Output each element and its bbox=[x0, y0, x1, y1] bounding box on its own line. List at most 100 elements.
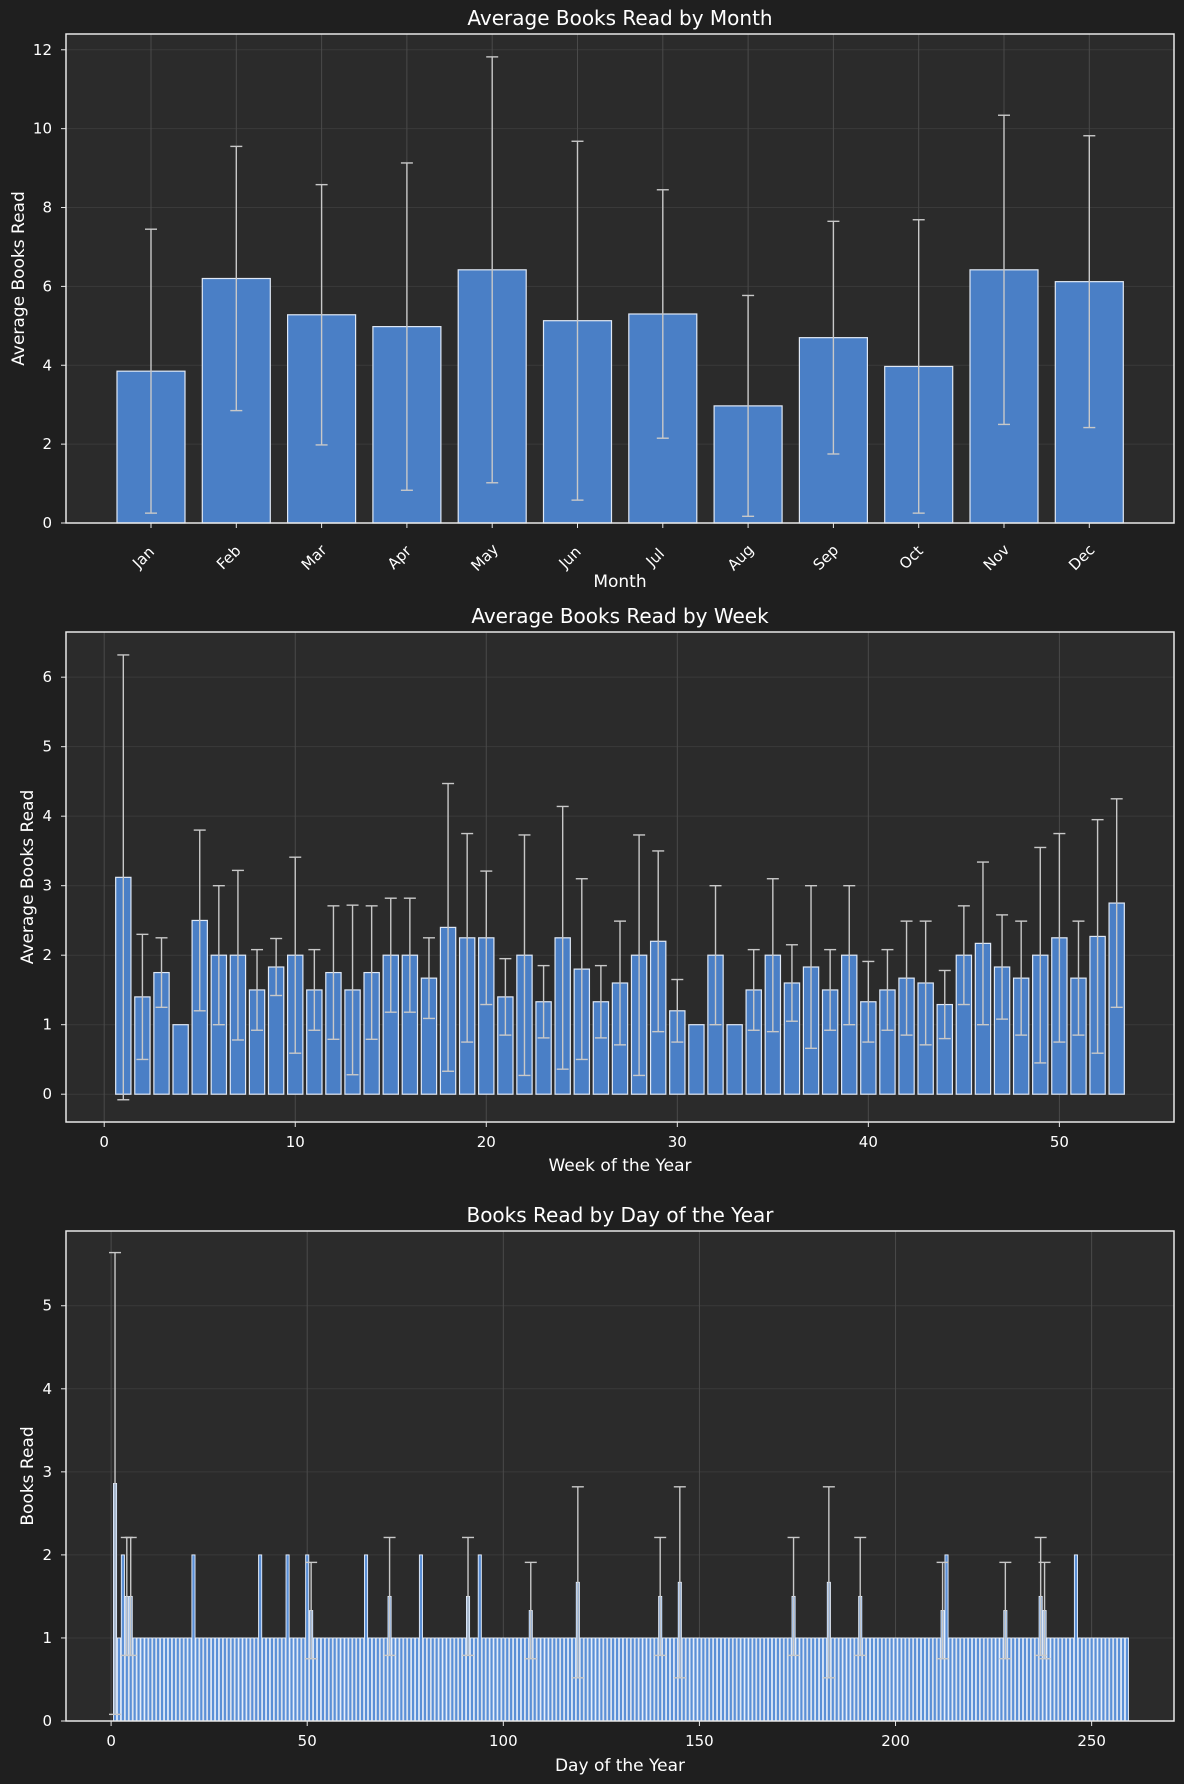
bar-day bbox=[869, 1637, 875, 1722]
bar-day bbox=[705, 1637, 710, 1722]
y-tick-label: 3 bbox=[42, 877, 52, 895]
bar-day bbox=[618, 1637, 623, 1722]
bar-day bbox=[163, 1637, 169, 1722]
bar-day bbox=[681, 1637, 686, 1722]
bar-day bbox=[1097, 1637, 1102, 1722]
bar-day bbox=[630, 1637, 635, 1722]
bar-day bbox=[693, 1637, 698, 1722]
y-tick-label: 2 bbox=[42, 1546, 52, 1564]
bar-day bbox=[893, 1637, 898, 1722]
bar-day bbox=[666, 1637, 671, 1722]
bar-day bbox=[1105, 1637, 1110, 1722]
bar-day bbox=[509, 1637, 514, 1722]
bar-day bbox=[650, 1637, 655, 1722]
bar-day bbox=[505, 1637, 510, 1722]
bar-day bbox=[340, 1637, 345, 1722]
plot-frame bbox=[65, 631, 1175, 1123]
bar-day bbox=[540, 1637, 545, 1722]
bar-day bbox=[1062, 1637, 1067, 1722]
y-axis-label: Average Books Read bbox=[9, 191, 29, 366]
bar-day bbox=[415, 1637, 420, 1722]
bar-day bbox=[611, 1637, 616, 1722]
bar-day bbox=[485, 1637, 490, 1722]
bar-day bbox=[579, 1637, 584, 1722]
bar-day bbox=[944, 1554, 949, 1722]
y-axis-label: Average Books Read bbox=[18, 790, 38, 965]
bar-day bbox=[289, 1637, 294, 1722]
y-tick-label: 12 bbox=[33, 41, 52, 59]
x-tick-label: Nov bbox=[980, 541, 1014, 575]
bar-day bbox=[238, 1637, 243, 1722]
bar-day bbox=[564, 1637, 569, 1722]
bar-day bbox=[234, 1637, 239, 1722]
bar-day bbox=[995, 1637, 1000, 1722]
bar-day bbox=[673, 1637, 678, 1722]
bar-day bbox=[438, 1637, 443, 1722]
bar-day bbox=[634, 1637, 639, 1722]
bar-day bbox=[669, 1637, 674, 1722]
bar-day bbox=[1093, 1637, 1098, 1722]
bar-day bbox=[426, 1637, 431, 1722]
bar-day bbox=[422, 1637, 427, 1722]
bar-day bbox=[1073, 1554, 1078, 1722]
bar-day bbox=[818, 1637, 824, 1722]
bar-day bbox=[469, 1637, 474, 1722]
x-tick-label: Aug bbox=[724, 541, 757, 574]
bar-day bbox=[830, 1637, 835, 1722]
x-axis-label: Week of the Year bbox=[548, 1156, 691, 1176]
bar-day bbox=[524, 1637, 529, 1722]
bar-day bbox=[756, 1637, 761, 1722]
bar-day bbox=[1022, 1637, 1027, 1722]
x-tick-label: 20 bbox=[477, 1133, 496, 1151]
bar-day bbox=[136, 1637, 141, 1722]
x-axis-label: Month bbox=[593, 572, 646, 592]
bar-day bbox=[297, 1637, 302, 1722]
bar-day bbox=[360, 1637, 365, 1722]
y-axis-label: Books Read bbox=[18, 1426, 38, 1525]
bar-day bbox=[222, 1637, 227, 1722]
bar-day bbox=[493, 1637, 498, 1722]
bar-day bbox=[328, 1637, 333, 1722]
bar-day bbox=[301, 1637, 306, 1722]
bar-day bbox=[391, 1637, 396, 1722]
bar-day bbox=[795, 1637, 800, 1722]
x-tick-label: 250 bbox=[1077, 1732, 1106, 1750]
bar-day bbox=[587, 1637, 592, 1722]
bar-day bbox=[379, 1637, 384, 1722]
x-tick-label: Jan bbox=[128, 543, 158, 573]
y-tick-label: 0 bbox=[42, 1712, 52, 1730]
x-tick-label: 50 bbox=[298, 1732, 317, 1750]
bar-day bbox=[214, 1637, 220, 1722]
bar-day bbox=[1070, 1637, 1075, 1722]
bar-day bbox=[195, 1637, 200, 1722]
bar-day bbox=[211, 1637, 216, 1722]
bar-day bbox=[501, 1637, 506, 1722]
bar-day bbox=[815, 1637, 820, 1722]
monthly-chart: Average Books Read by Month Month Average … bbox=[9, 6, 1175, 592]
y-tick-label: 4 bbox=[42, 807, 52, 825]
bar-day bbox=[532, 1637, 537, 1722]
y-tick-label: 4 bbox=[42, 1380, 52, 1398]
bar-day bbox=[987, 1637, 992, 1722]
bar-day bbox=[324, 1637, 329, 1722]
bar-day bbox=[952, 1637, 957, 1722]
bar-day bbox=[897, 1637, 902, 1722]
bar-day bbox=[1030, 1637, 1035, 1722]
bar-day bbox=[462, 1637, 467, 1722]
bar-day bbox=[909, 1637, 914, 1722]
bar-day bbox=[599, 1637, 604, 1722]
bar-day bbox=[277, 1637, 282, 1722]
bar-day bbox=[948, 1637, 953, 1722]
bar-day bbox=[654, 1637, 659, 1722]
bar-day bbox=[583, 1637, 588, 1722]
bar-day bbox=[728, 1637, 733, 1722]
x-tick-label: Sep bbox=[810, 541, 843, 574]
bar-day bbox=[454, 1637, 459, 1722]
bar-day bbox=[913, 1637, 918, 1722]
bar-day bbox=[242, 1637, 247, 1722]
bar-day bbox=[917, 1637, 922, 1722]
bar-day bbox=[269, 1637, 274, 1722]
bar-day bbox=[607, 1637, 612, 1722]
bar-day bbox=[834, 1637, 839, 1722]
bar-day bbox=[1046, 1637, 1051, 1722]
